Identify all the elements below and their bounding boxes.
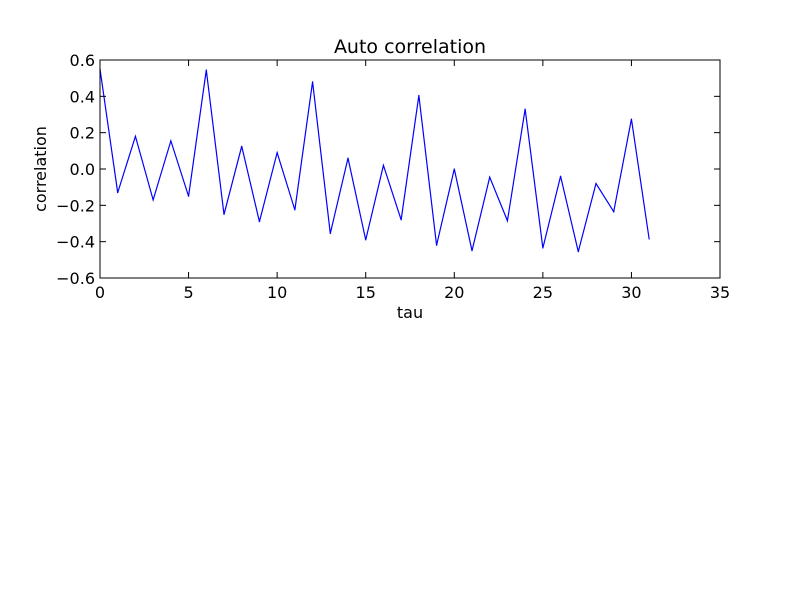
data-point: [524, 108, 526, 110]
data-point: [489, 176, 491, 178]
data-point: [170, 140, 172, 142]
data-point: [152, 199, 154, 201]
data-point: [258, 221, 261, 223]
plot-frame: [99, 59, 721, 279]
x-tick-label: 10: [267, 283, 287, 302]
data-point: [453, 168, 455, 170]
y-tick-label: −0.2: [56, 196, 95, 215]
data-point: [630, 118, 633, 120]
x-tick-label: 25: [533, 283, 553, 302]
data-point: [187, 195, 190, 197]
data-point: [471, 250, 473, 252]
data-point: [294, 209, 296, 211]
data-point: [559, 175, 562, 177]
x-axis-label: tau: [397, 303, 423, 322]
data-point: [506, 220, 509, 222]
data-point: [329, 232, 331, 235]
y-tick-label: 0.4: [70, 87, 95, 106]
y-tick-label: 0.0: [70, 160, 95, 179]
data-point: [400, 219, 402, 221]
data-point: [117, 192, 119, 194]
plot-background: [100, 60, 720, 278]
x-tick-label: 35: [710, 283, 730, 302]
data-point: [205, 69, 207, 71]
x-tick-label: 30: [621, 283, 641, 302]
y-axis-label: correlation: [31, 126, 50, 212]
y-tick-label: 0.2: [70, 124, 95, 143]
x-tick-label: 5: [183, 283, 193, 302]
data-point: [223, 213, 225, 216]
data-point: [418, 94, 420, 97]
data-point: [347, 157, 349, 159]
data-point: [382, 164, 385, 166]
y-tick-label: −0.6: [56, 269, 95, 288]
data-point: [276, 152, 278, 154]
data-point: [134, 135, 137, 137]
data-point: [595, 182, 597, 185]
data-point: [311, 81, 314, 83]
data-point: [648, 238, 650, 240]
data-point: [542, 247, 544, 249]
tick-layer: 0 5 10 15 20 25 30 35 −0.6 −0.4 −0.2 0.0 0.2 0.4 0.6: [56, 51, 730, 302]
series-line: [99, 68, 650, 252]
data-point: [241, 145, 243, 147]
x-tick-label: 0: [95, 283, 105, 302]
x-tick-label: 20: [444, 283, 464, 302]
y-tick-label: 0.6: [70, 51, 95, 70]
data-point: [577, 251, 579, 253]
chart-title: Auto correlation: [334, 36, 486, 58]
x-tick-label: 15: [356, 283, 376, 302]
y-tick-label: −0.4: [56, 233, 95, 252]
data-point: [613, 211, 615, 213]
data-point: [435, 244, 438, 246]
data-point: [365, 239, 367, 241]
